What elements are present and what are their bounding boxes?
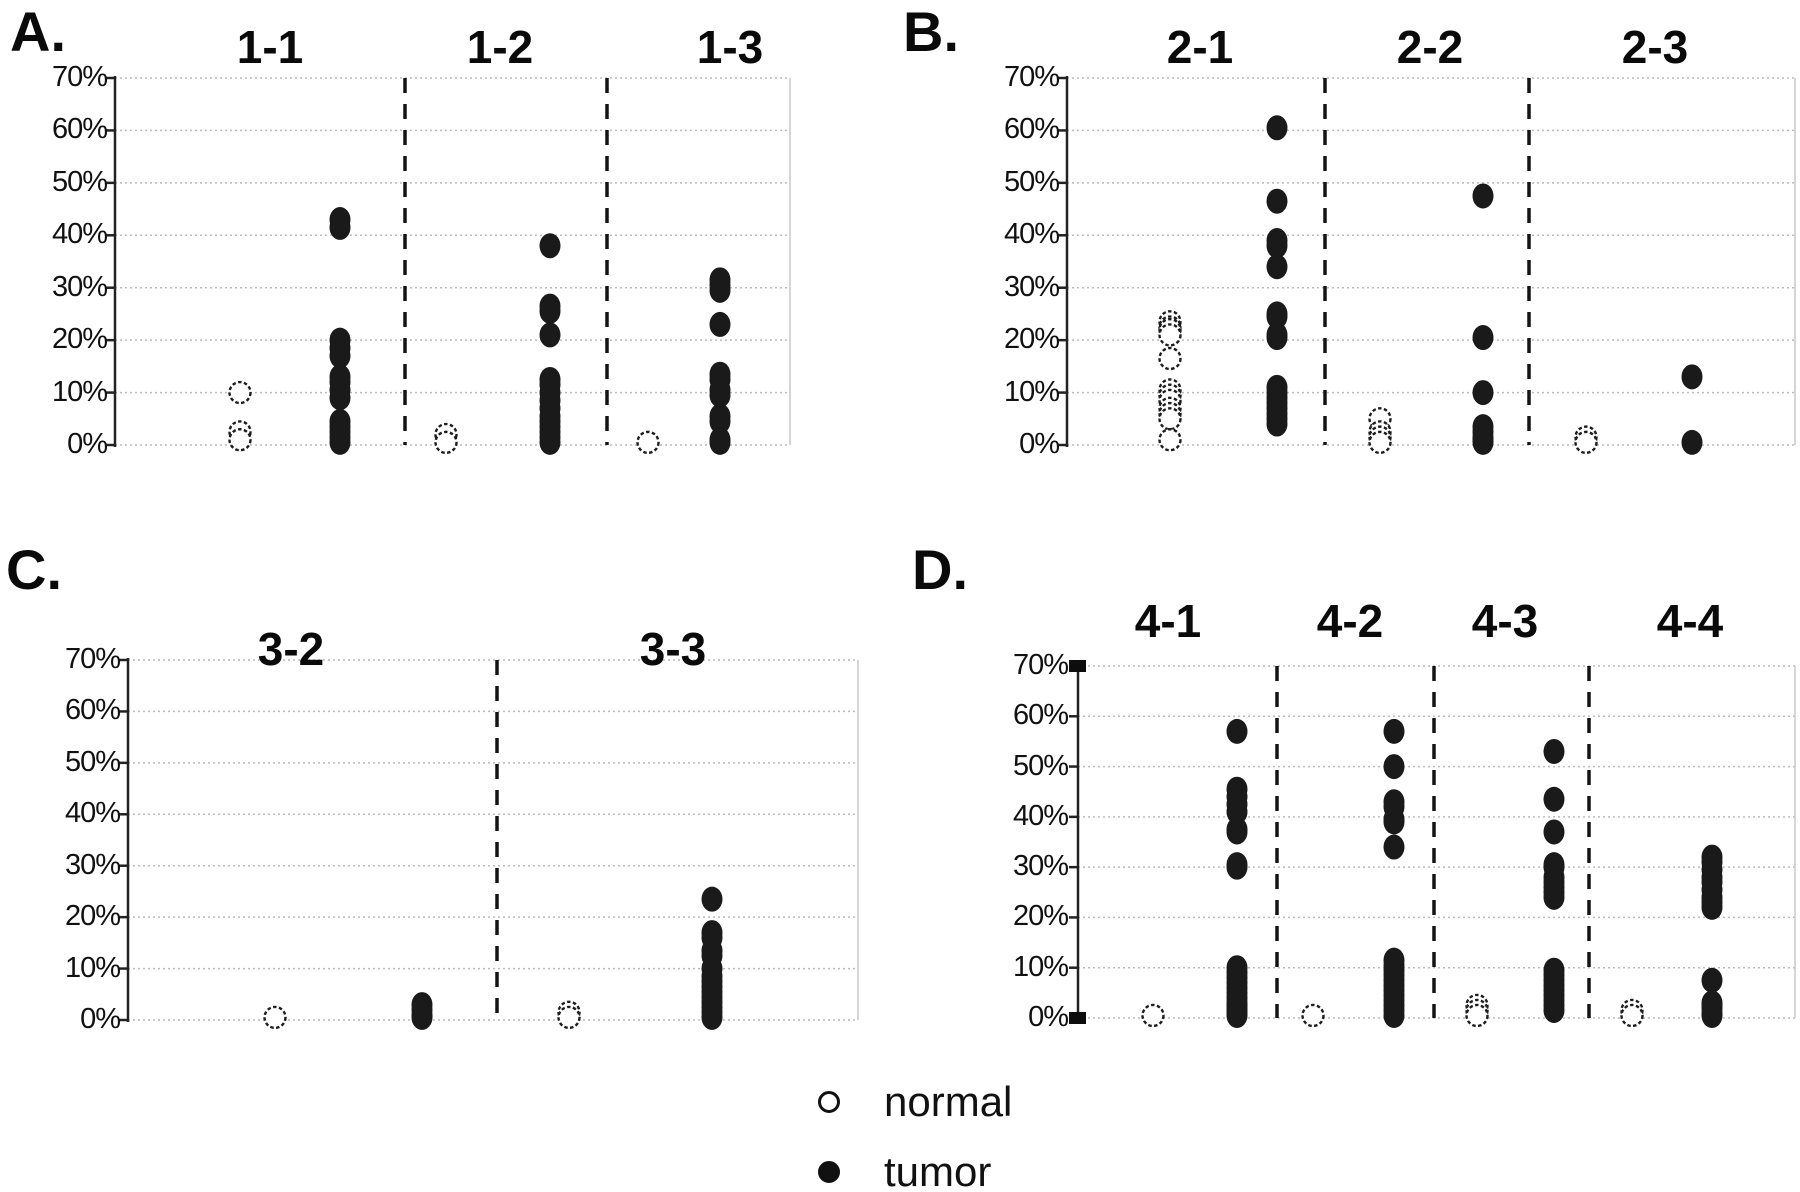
tumor-point	[1266, 254, 1288, 280]
tumor-point	[1543, 786, 1565, 812]
normal-point	[1158, 346, 1182, 371]
tumor-point	[1266, 411, 1288, 437]
axis-end-square	[1069, 1012, 1086, 1024]
tumor-point	[701, 1004, 723, 1030]
normal-point	[263, 1005, 287, 1030]
tumor-point	[1226, 799, 1248, 825]
legend-item-normal: normal	[818, 1078, 1012, 1126]
tumor-point	[709, 277, 731, 303]
tumor-point	[1266, 233, 1288, 259]
legend-label-tumor: tumor	[884, 1148, 992, 1192]
tumor-point	[1543, 819, 1565, 845]
tumor-point	[701, 886, 723, 912]
tumor-point	[709, 408, 731, 434]
filled-circle-icon	[818, 1161, 840, 1183]
tumor-point	[1681, 364, 1703, 390]
tumor-point	[539, 298, 561, 324]
tumor-point	[1266, 188, 1288, 214]
normal-point	[636, 430, 660, 455]
tumor-point	[1472, 325, 1494, 351]
tumor-point	[1472, 380, 1494, 406]
tumor-point	[1226, 1002, 1248, 1028]
normal-point	[1368, 430, 1392, 455]
tumor-point	[1383, 718, 1405, 744]
tumor-point	[329, 385, 351, 411]
tumor-point	[411, 1004, 433, 1030]
normal-point	[1141, 1003, 1165, 1028]
tumor-point	[709, 311, 731, 337]
tumor-point	[1543, 738, 1565, 764]
tumor-point	[709, 429, 731, 455]
tumor-point	[1266, 325, 1288, 351]
normal-point	[1158, 407, 1182, 431]
legend-item-tumor: tumor	[818, 1148, 1012, 1192]
tumor-point	[1681, 429, 1703, 455]
normal-point	[1574, 430, 1598, 455]
tumor-point	[1383, 834, 1405, 860]
tumor-point	[709, 382, 731, 408]
normal-point	[1301, 1003, 1325, 1028]
tumor-point	[329, 343, 351, 369]
normal-point	[434, 430, 458, 455]
tumor-point	[539, 322, 561, 348]
tumor-point	[1472, 183, 1494, 209]
tumor-point	[1226, 718, 1248, 744]
tumor-point	[1383, 754, 1405, 780]
tumor-point	[1266, 115, 1288, 141]
legend-label-normal: normal	[884, 1078, 1013, 1125]
tumor-point	[329, 429, 351, 455]
tumor-point	[1383, 1002, 1405, 1028]
axis-end-square	[1069, 660, 1086, 672]
tumor-point	[1701, 1002, 1723, 1028]
normal-point	[557, 1005, 581, 1030]
normal-point	[228, 380, 252, 405]
tumor-point	[1543, 884, 1565, 910]
normal-point	[1620, 1003, 1644, 1028]
tumor-point	[1266, 304, 1288, 330]
normal-point	[1158, 428, 1182, 452]
tumor-point	[1543, 997, 1565, 1023]
tumor-point	[539, 429, 561, 455]
normal-point	[1465, 1003, 1489, 1028]
tumor-point	[329, 214, 351, 240]
open-circle-icon	[818, 1091, 840, 1113]
tumor-point	[1701, 967, 1723, 993]
tumor-point	[539, 233, 561, 259]
tumor-point	[1226, 854, 1248, 880]
tumor-point	[1472, 429, 1494, 455]
tumor-point	[1226, 819, 1248, 845]
tumor-point	[1383, 809, 1405, 835]
legend: normal tumor	[818, 1078, 1012, 1192]
normal-point	[228, 428, 252, 452]
normal-point	[1158, 323, 1182, 347]
tumor-point	[1701, 894, 1723, 920]
